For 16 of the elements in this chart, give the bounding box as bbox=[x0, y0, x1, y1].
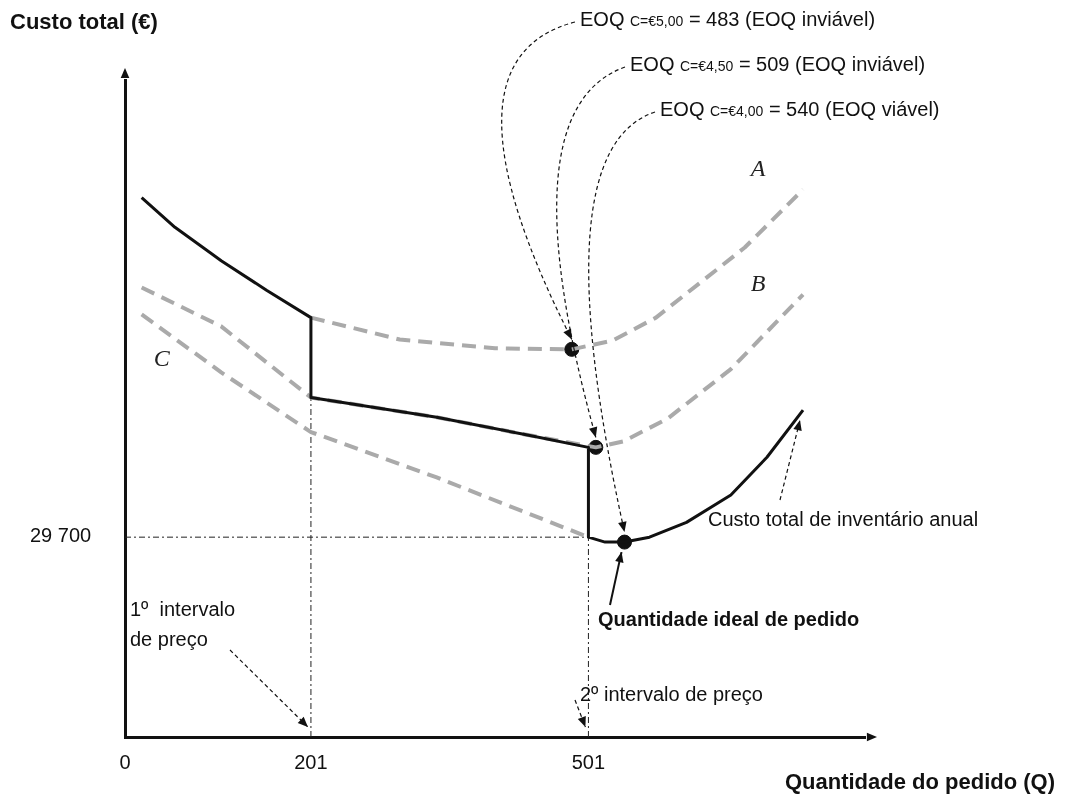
series-label: A bbox=[748, 154, 766, 181]
x-tick-label: 201 bbox=[294, 750, 328, 773]
annotation: 1º intervalo de preço bbox=[130, 597, 236, 650]
annotation: Custo total de inventário anual bbox=[708, 507, 979, 530]
text: 29 700 bbox=[30, 523, 92, 546]
x-axis-title: Quantidade do pedido (Q) bbox=[784, 769, 1055, 795]
series-label: B bbox=[750, 269, 766, 296]
text: EOQ C=€4,00 = 540 (EOQ viável) bbox=[660, 97, 940, 120]
text: Custo total (€) bbox=[10, 9, 158, 35]
text: EOQ C=€5,00 = 483 (EOQ inviável) bbox=[580, 7, 876, 30]
x-tick-label: 0 bbox=[119, 750, 131, 773]
x-tick-label: 501 bbox=[571, 750, 606, 773]
annotation: 2º intervalo de preço bbox=[580, 682, 763, 705]
annotation: Quantidade ideal de pedido bbox=[598, 607, 860, 630]
series-label: C bbox=[153, 344, 171, 371]
text: EOQ C=€4,50 = 509 (EOQ inviável) bbox=[630, 52, 926, 75]
